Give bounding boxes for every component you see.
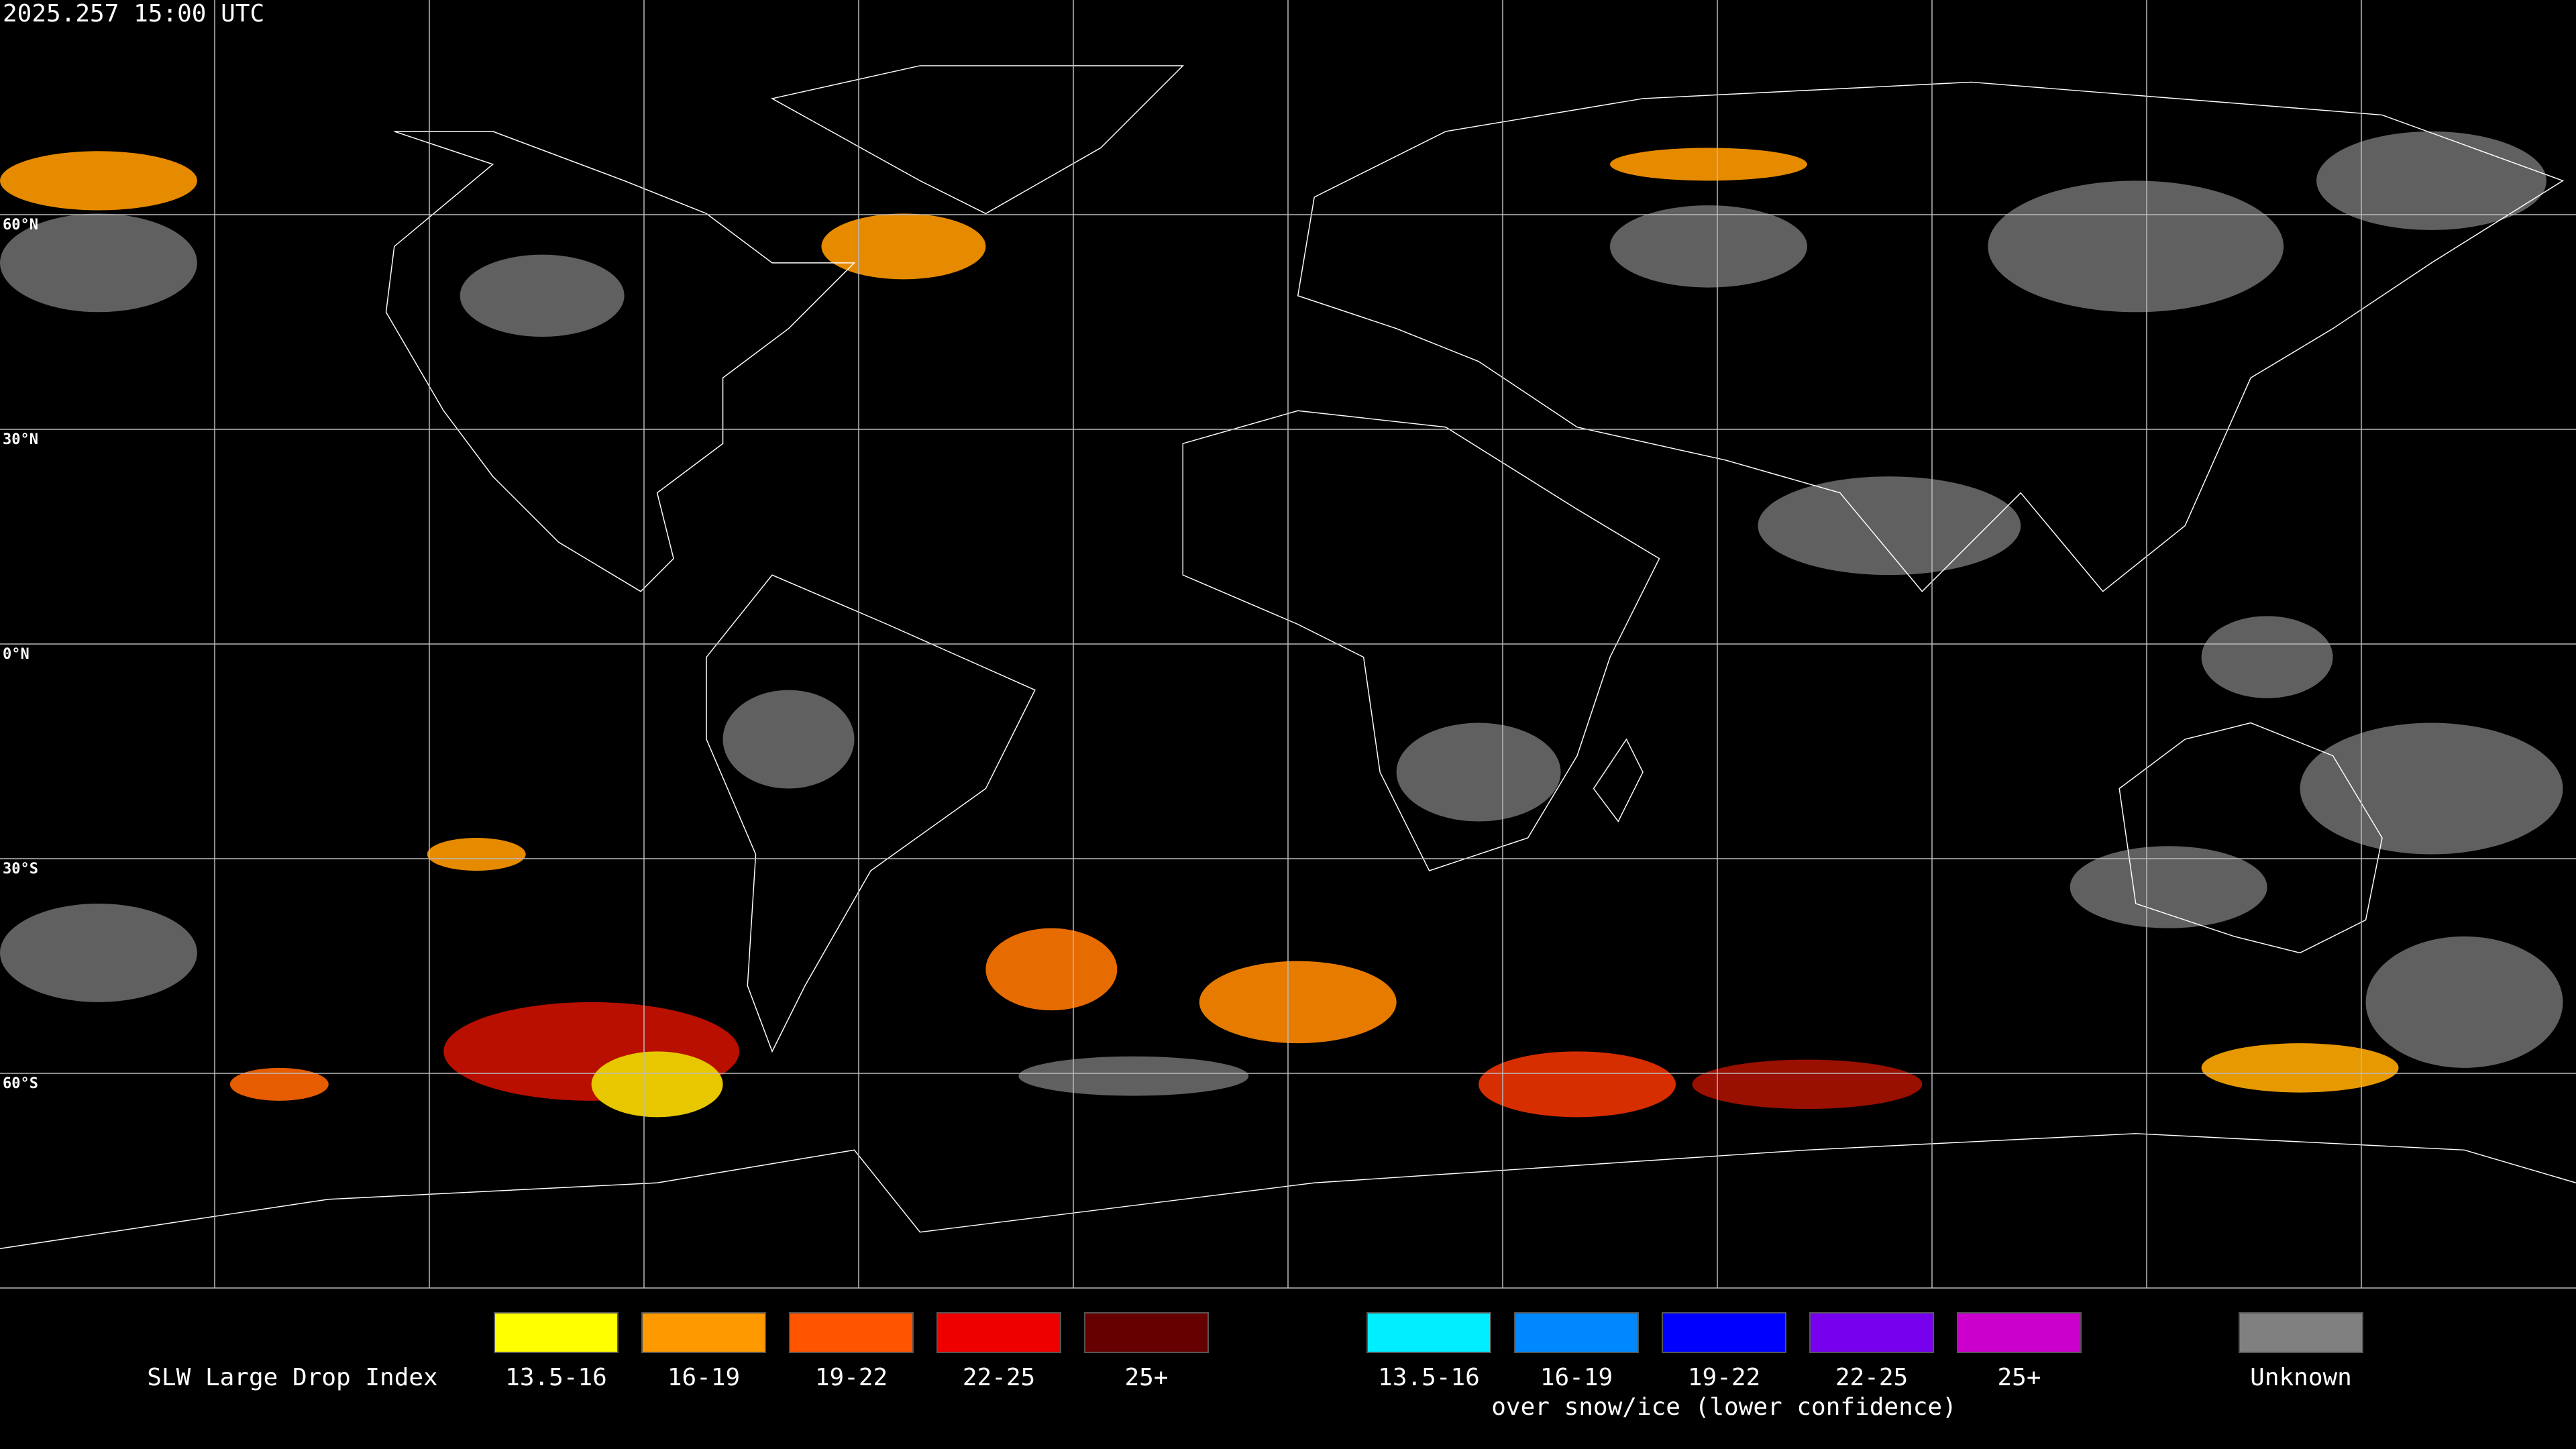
legend-caption: over snow/ice (lower confidence): [1491, 1393, 1957, 1421]
legend-label: 25+: [1124, 1364, 1168, 1391]
legend-swatch: [789, 1312, 914, 1353]
legend-swatch: [2239, 1312, 2363, 1353]
legend: SLW Large Drop Index 13.5-16 16-19 19-22 22…: [147, 1312, 2363, 1421]
legend-swatch: [1957, 1312, 2082, 1353]
map: 60°N 30°N 0°N 30°S 60°S: [0, 0, 2576, 1289]
legend-label: 19-22: [815, 1364, 888, 1391]
legend-swatch: [1662, 1312, 1786, 1353]
latitude-label: 60°N: [3, 217, 38, 233]
coastlines: [0, 65, 2576, 1249]
legend-swatch: [494, 1312, 619, 1353]
legend-label: 19-22: [1688, 1364, 1760, 1391]
legend-title: SLW Large Drop Index: [147, 1364, 437, 1391]
cloud-layer: [0, 65, 2576, 1249]
legend-label: 16-19: [1540, 1364, 1613, 1391]
legend-label: 22-25: [963, 1364, 1035, 1391]
legend-label: Unknown: [2250, 1364, 2352, 1391]
unknown-clouds: [0, 131, 2563, 1096]
latitude-label: 0°N: [3, 646, 30, 663]
legend-swatch: [1366, 1312, 1491, 1353]
latitude-label: 30°N: [3, 431, 38, 448]
legend-swatch: [1084, 1312, 1209, 1353]
legend-label: 25+: [1997, 1364, 2041, 1391]
legend-swatch: [1809, 1312, 1934, 1353]
timestamp: 2025.257 15:00 UTC: [3, 0, 264, 28]
large-drop-clouds: [0, 148, 2399, 1118]
latitude-label: 30°S: [3, 861, 38, 877]
legend-label: 22-25: [1835, 1364, 1908, 1391]
latitude-label: 60°S: [3, 1075, 38, 1092]
legend-swatch: [641, 1312, 766, 1353]
legend-label: 13.5-16: [505, 1364, 607, 1391]
legend-label: 13.5-16: [1378, 1364, 1480, 1391]
legend-label: 16-19: [667, 1364, 740, 1391]
graticule: 60°N 30°N 0°N 30°S 60°S: [0, 0, 2576, 1289]
legend-swatch: [1514, 1312, 1639, 1353]
legend-swatch: [936, 1312, 1061, 1353]
